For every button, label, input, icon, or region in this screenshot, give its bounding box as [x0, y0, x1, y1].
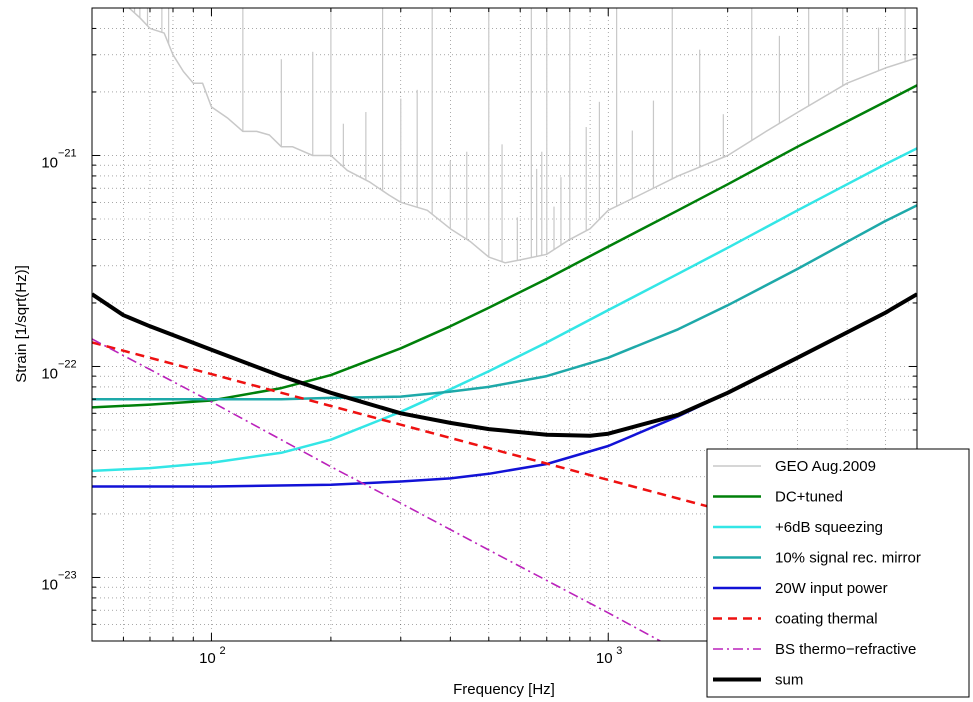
- y-tick-label: 10: [41, 154, 58, 171]
- grid: [92, 8, 917, 641]
- series-line-3: [92, 204, 917, 401]
- legend: GEO Aug.2009 DC+tuned +6dB squeezing 10% si…: [706, 448, 970, 698]
- x-axis-label: Frequency [Hz]: [453, 681, 555, 698]
- series-line-1: [92, 84, 917, 409]
- legend-label: coating thermal: [775, 611, 878, 628]
- series-line-2: [92, 147, 917, 473]
- plot-frame: [91, 7, 918, 642]
- legend-label: GEO Aug.2009: [775, 458, 876, 475]
- y-tick-label-exponent: −22: [58, 358, 77, 370]
- y-tick-label-exponent: −23: [58, 569, 77, 581]
- y-axis-label: Strain [1/sqrt(Hz)]: [13, 265, 30, 383]
- legend-label: BS thermo−refractive: [775, 641, 916, 658]
- legend-label: DC+tuned: [775, 489, 843, 506]
- y-tick-label: 10: [41, 576, 58, 593]
- series-line-7: [92, 292, 917, 438]
- y-tick-label-exponent: −21: [58, 147, 77, 159]
- legend-label: +6dB squeezing: [775, 519, 883, 536]
- legend-box: [706, 448, 970, 698]
- series-line-0: [128, 8, 917, 264]
- series-line-6: [92, 338, 662, 641]
- x-tick-label: 10: [199, 650, 216, 667]
- legend-label: 10% signal rec. mirror: [775, 550, 921, 567]
- legend-label: sum: [775, 672, 803, 689]
- x-tick-label: 10: [596, 650, 613, 667]
- x-tick-label-exponent: 3: [616, 645, 622, 657]
- legend-label: 20W input power: [775, 580, 888, 597]
- x-tick-label-exponent: 2: [219, 645, 225, 657]
- y-tick-label: 10: [41, 365, 58, 382]
